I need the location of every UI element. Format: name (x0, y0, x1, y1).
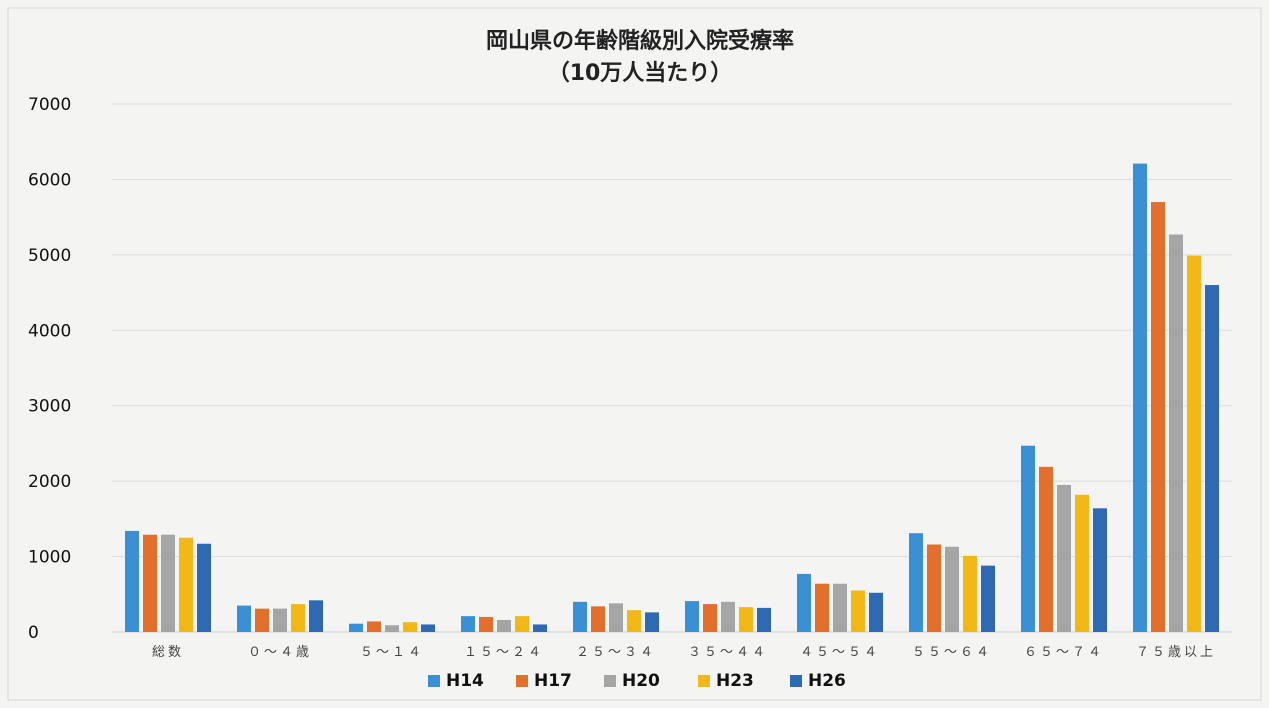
x-tick-label: ２５～３４ (576, 645, 656, 660)
bar (479, 616, 493, 632)
chart-frame (7, 7, 1262, 701)
x-tick-label: ３５～４４ (688, 645, 768, 660)
y-tick-label: 3000 (28, 397, 71, 417)
bar (1075, 494, 1089, 632)
y-tick-label: 1000 (28, 548, 71, 568)
bar (1169, 234, 1183, 632)
bar (125, 530, 139, 632)
bar (309, 600, 323, 632)
bar (645, 612, 659, 632)
bar (515, 616, 529, 632)
bar (981, 565, 995, 632)
bar (833, 583, 847, 632)
chart-title-line: （10万人当たり） (548, 61, 733, 86)
bar (421, 624, 435, 632)
y-tick-label: 0 (28, 623, 39, 643)
bar (461, 616, 475, 632)
bar (533, 624, 547, 632)
bar (1205, 285, 1219, 632)
bar (255, 608, 269, 632)
legend-label: H17 (534, 671, 572, 691)
legend-swatch (698, 675, 710, 687)
bar (591, 606, 605, 632)
legend-label: H26 (808, 671, 846, 691)
bar (1187, 255, 1201, 632)
bar (143, 534, 157, 632)
bar (1151, 202, 1165, 633)
bar (757, 607, 771, 632)
bar (403, 622, 417, 632)
bar (797, 573, 811, 632)
y-tick-label: 2000 (28, 472, 71, 492)
bar (1039, 466, 1053, 632)
bar (815, 583, 829, 632)
legend-swatch (516, 675, 528, 687)
bar (627, 610, 641, 632)
x-tick-label: １５～２４ (464, 645, 544, 660)
x-tick-label: ５５～６４ (912, 645, 992, 660)
bar (721, 601, 735, 632)
y-tick-label: 5000 (28, 246, 71, 266)
bar (685, 601, 699, 632)
bar (385, 625, 399, 632)
bar (273, 608, 287, 632)
x-tick-label: ７５歳以上 (1136, 645, 1216, 660)
legend-label: H23 (716, 671, 754, 691)
bar (851, 590, 865, 632)
bar (1021, 445, 1035, 632)
y-tick-label: 4000 (28, 321, 71, 341)
bar (291, 604, 305, 632)
x-tick-label: ０～４歳 (248, 645, 312, 660)
bar (869, 592, 883, 632)
y-tick-label: 6000 (28, 170, 71, 190)
x-tick-label: ５～１４ (360, 645, 424, 660)
bar (963, 555, 977, 632)
legend-swatch (428, 675, 440, 687)
bar (367, 621, 381, 632)
bar (1093, 508, 1107, 632)
bar (703, 604, 717, 632)
bar (927, 544, 941, 632)
bar (161, 534, 175, 632)
bar (909, 533, 923, 632)
legend-swatch (790, 675, 802, 687)
chart-title-line: 岡山県の年齢階級別入院受療率 (486, 28, 794, 54)
bar (945, 546, 959, 632)
bar (497, 619, 511, 632)
y-tick-label: 7000 (28, 95, 71, 115)
x-tick-label: ４５～５４ (800, 645, 880, 660)
bar (1133, 163, 1147, 633)
bar (739, 607, 753, 632)
legend-label: H14 (446, 671, 484, 691)
bar (573, 601, 587, 632)
x-tick-label: ６５～７４ (1024, 645, 1104, 660)
bar (609, 603, 623, 632)
legend-swatch (604, 675, 616, 687)
x-tick-label: 総数 (152, 645, 184, 660)
bar (1057, 484, 1071, 632)
bar (179, 537, 193, 632)
bar (237, 605, 251, 632)
bar (349, 623, 363, 632)
bar (197, 543, 211, 632)
legend-label: H20 (622, 671, 660, 691)
